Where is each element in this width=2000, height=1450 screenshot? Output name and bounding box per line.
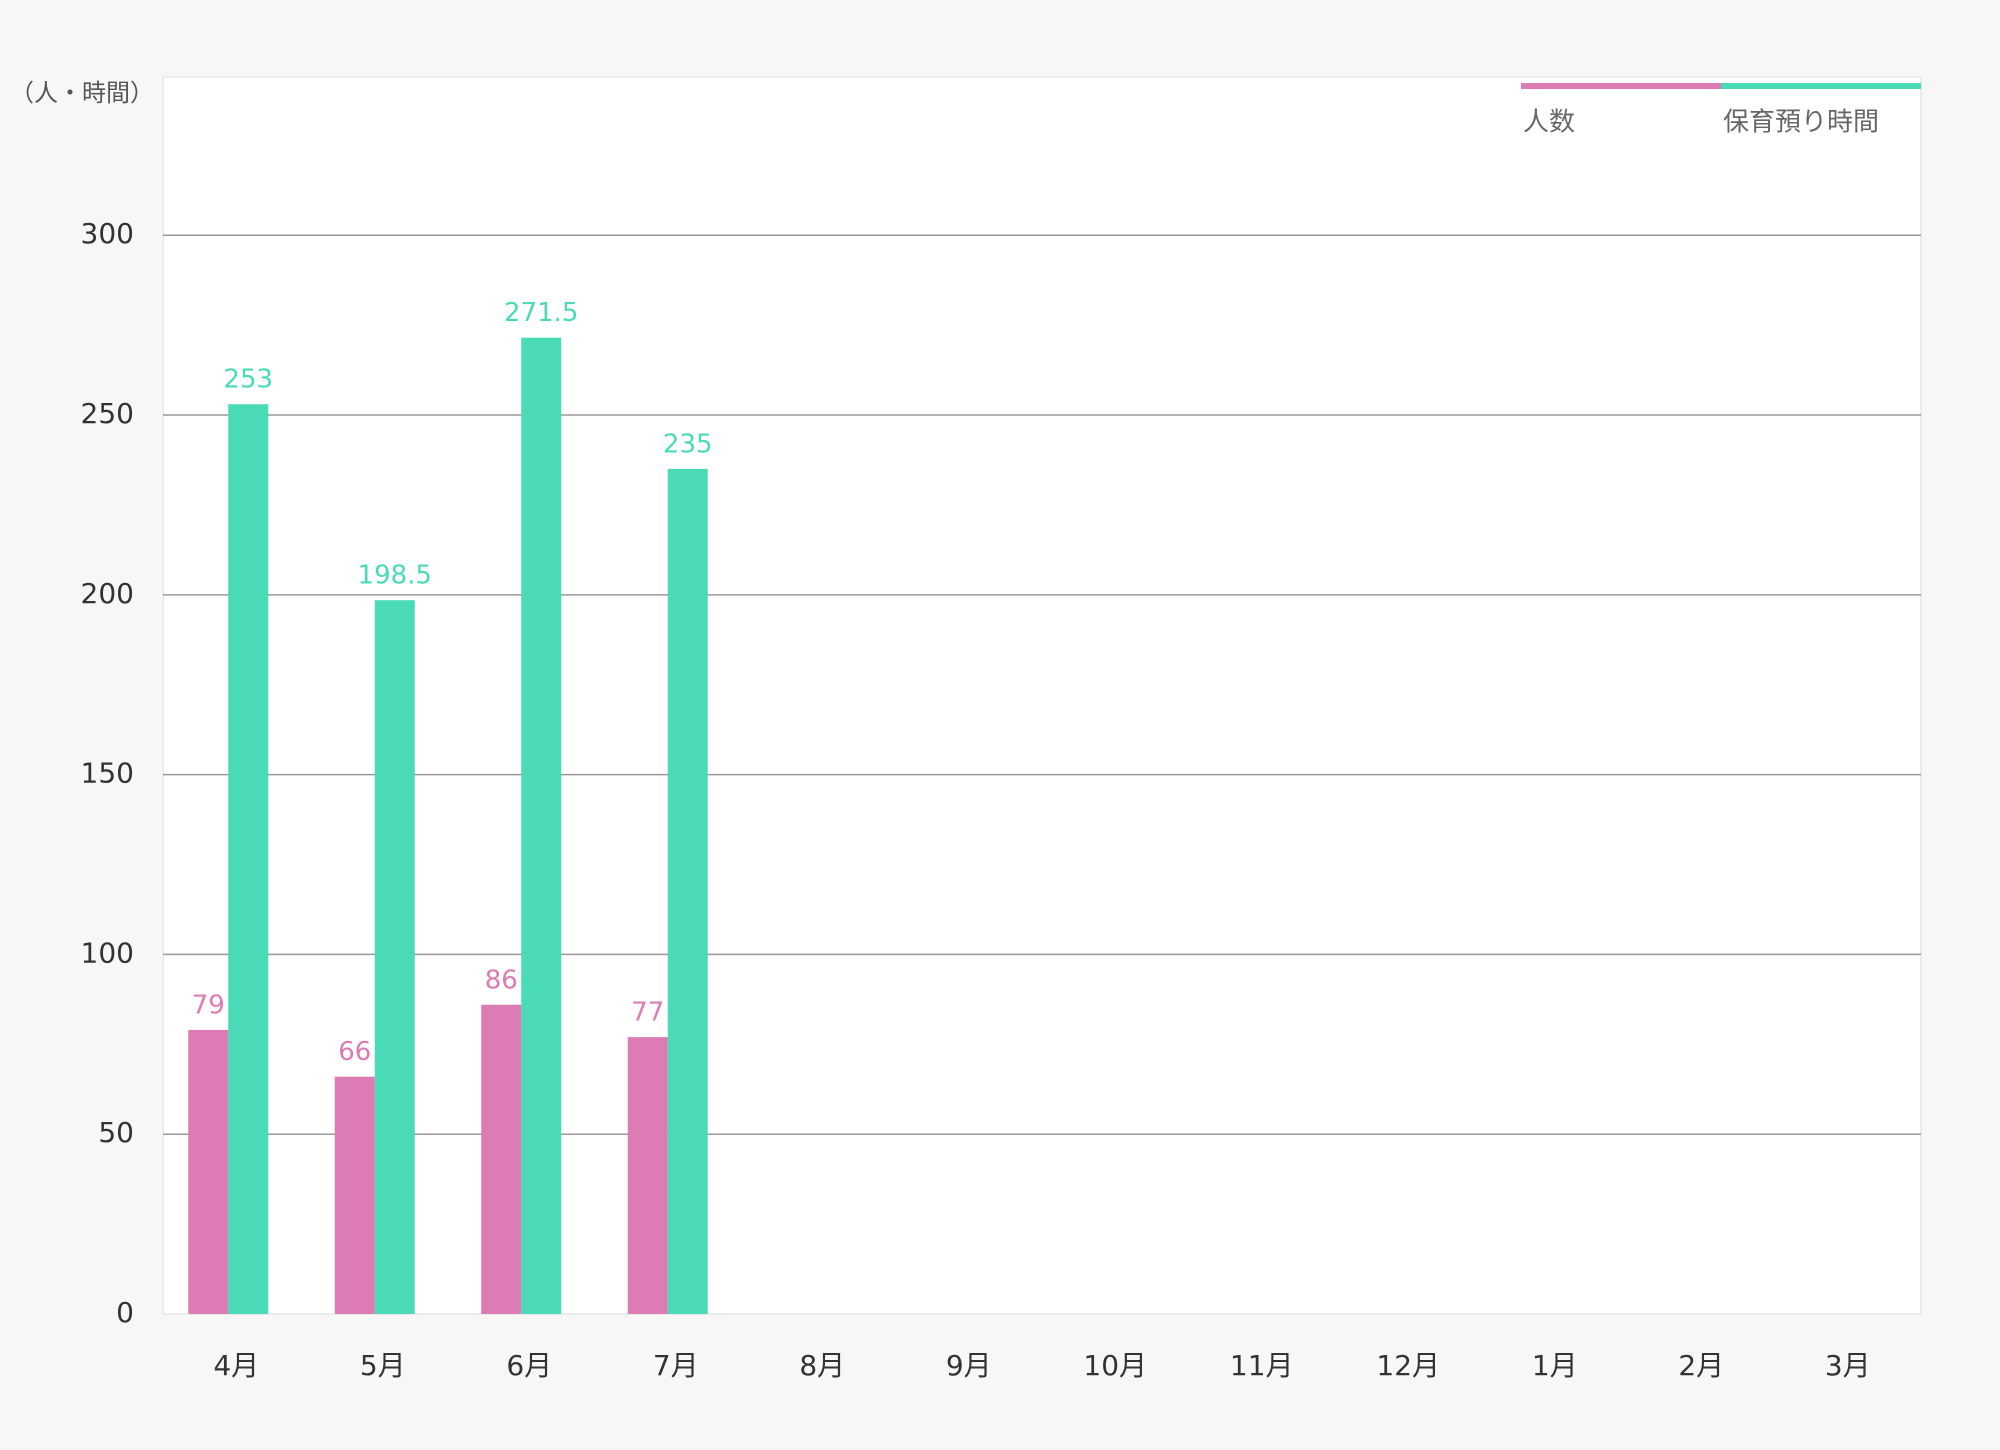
y-tick-label: 50: [98, 1116, 134, 1149]
data-label: 235: [663, 429, 713, 459]
data-label: 66: [338, 1037, 371, 1067]
data-label: 271.5: [504, 298, 578, 328]
x-tick-label: 3月: [1825, 1349, 1871, 1382]
plot-area: [162, 76, 1922, 1315]
data-label: 79: [192, 990, 225, 1020]
y-tick-label: 200: [81, 577, 134, 610]
bar: [334, 1076, 375, 1314]
x-tick-label: 11月: [1230, 1349, 1294, 1382]
legend-label: 人数: [1523, 108, 1575, 138]
x-tick-label: 12月: [1376, 1349, 1440, 1382]
x-tick-label: 2月: [1678, 1349, 1724, 1382]
data-label: 86: [485, 965, 518, 995]
x-tick-label: 4月: [213, 1349, 259, 1382]
bar: [188, 1029, 229, 1314]
x-tick-label: 5月: [360, 1349, 406, 1382]
data-label: 253: [223, 365, 273, 395]
x-tick-label: 6月: [506, 1349, 552, 1382]
bar: [521, 337, 562, 1314]
x-tick-label: 7月: [653, 1349, 699, 1382]
data-label: 198.5: [358, 561, 432, 591]
x-tick-label: 10月: [1083, 1349, 1147, 1382]
x-tick-label: 8月: [799, 1349, 845, 1382]
data-label: 77: [631, 998, 664, 1028]
bar: [374, 600, 415, 1314]
y-tick-label: 300: [81, 217, 134, 250]
legend-label: 保育預り時間: [1723, 108, 1879, 138]
x-tick-label: 1月: [1532, 1349, 1578, 1382]
y-tick-label: 100: [81, 936, 134, 969]
bar: [627, 1037, 668, 1314]
y-tick-label: 250: [81, 397, 134, 430]
x-tick-label: 9月: [946, 1349, 992, 1382]
y-axis-label: （人・時間）: [10, 79, 154, 107]
bar: [228, 404, 269, 1315]
y-tick-label: 150: [81, 757, 134, 790]
bar: [667, 468, 708, 1314]
y-tick-label: 0: [116, 1296, 134, 1329]
bar: [481, 1004, 522, 1314]
